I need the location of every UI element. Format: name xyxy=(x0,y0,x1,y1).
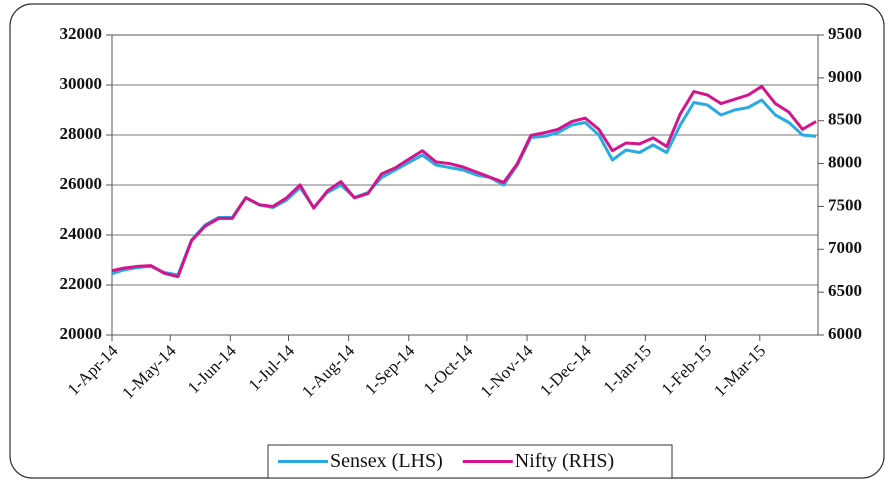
y-tick-label: 24000 xyxy=(60,224,103,243)
x-tick-label: 1-Aug-14 xyxy=(298,341,359,402)
y2-tick-label: 6500 xyxy=(828,281,862,300)
series-line xyxy=(111,84,817,279)
x-tick-label: 1-Nov-14 xyxy=(476,341,537,402)
legend-label: Nifty (RHS) xyxy=(515,450,614,472)
x-tick-label: 1-Oct-14 xyxy=(420,341,477,398)
y-tick-label: 32000 xyxy=(60,24,103,43)
y-tick-label: 22000 xyxy=(60,274,103,293)
y-tick-label: 26000 xyxy=(60,174,103,193)
y2-tick-label: 7000 xyxy=(828,238,862,257)
x-tick-label: 1-Jan-15 xyxy=(599,341,654,396)
legend-label: Sensex (LHS) xyxy=(330,450,443,472)
y2-tick-label: 9000 xyxy=(828,67,862,86)
x-tick-label: 1-May-14 xyxy=(118,341,180,403)
x-tick-label: 1-Dec-14 xyxy=(536,341,595,400)
x-tick-label: 1-Jun-14 xyxy=(184,341,241,398)
y2-tick-label: 7500 xyxy=(828,195,862,214)
x-tick-label: 1-Sep-14 xyxy=(361,341,419,399)
y2-tick-label: 8000 xyxy=(828,152,862,171)
x-tick-label: 1-Jul-14 xyxy=(245,341,299,395)
grid xyxy=(112,34,818,336)
y2-tick-label: 8500 xyxy=(828,110,862,129)
series-line xyxy=(111,98,817,277)
y-tick-label: 20000 xyxy=(60,324,103,343)
y2-tick-label: 9500 xyxy=(828,24,862,43)
x-tick-label: 1-Mar-15 xyxy=(710,341,769,400)
chart-border xyxy=(9,3,885,479)
y2-tick-label: 6000 xyxy=(828,324,862,343)
y-tick-label: 30000 xyxy=(60,74,103,93)
x-tick-label: 1-Apr-14 xyxy=(64,341,122,399)
y-tick-label: 28000 xyxy=(60,124,103,143)
x-tick-label: 1-Feb-15 xyxy=(658,341,716,399)
